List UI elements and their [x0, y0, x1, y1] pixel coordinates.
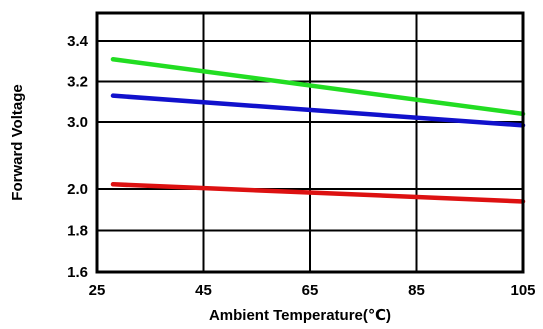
x-tick-label: 85: [408, 282, 425, 299]
grid: [97, 13, 523, 272]
x-tick-label: 105: [510, 282, 535, 299]
x-tick-label: 65: [302, 282, 319, 299]
x-axis-label: Ambient Temperature(℃): [209, 307, 391, 324]
tick-labels: 25 45 65 85 105 1.6 1.8 2.0 3.0 3.2 3.4: [67, 33, 535, 299]
x-tick-label: 45: [195, 282, 212, 299]
y-tick-label: 3.0: [67, 114, 88, 131]
y-tick-label: 1.8: [67, 223, 88, 240]
series-group: [110, 56, 526, 204]
y-tick-label: 1.6: [67, 264, 88, 281]
plot-frame: [95, 11, 525, 274]
y-tick-label: 2.0: [67, 181, 88, 198]
y-tick-label: 3.2: [67, 74, 88, 91]
x-tick-label: 25: [89, 282, 106, 299]
y-tick-label: 3.4: [67, 33, 89, 50]
series-line-2: [110, 93, 526, 128]
y-axis-label: Forward Voltage: [9, 84, 26, 200]
series-line-1: [110, 56, 526, 117]
series-line-3: [110, 182, 526, 204]
